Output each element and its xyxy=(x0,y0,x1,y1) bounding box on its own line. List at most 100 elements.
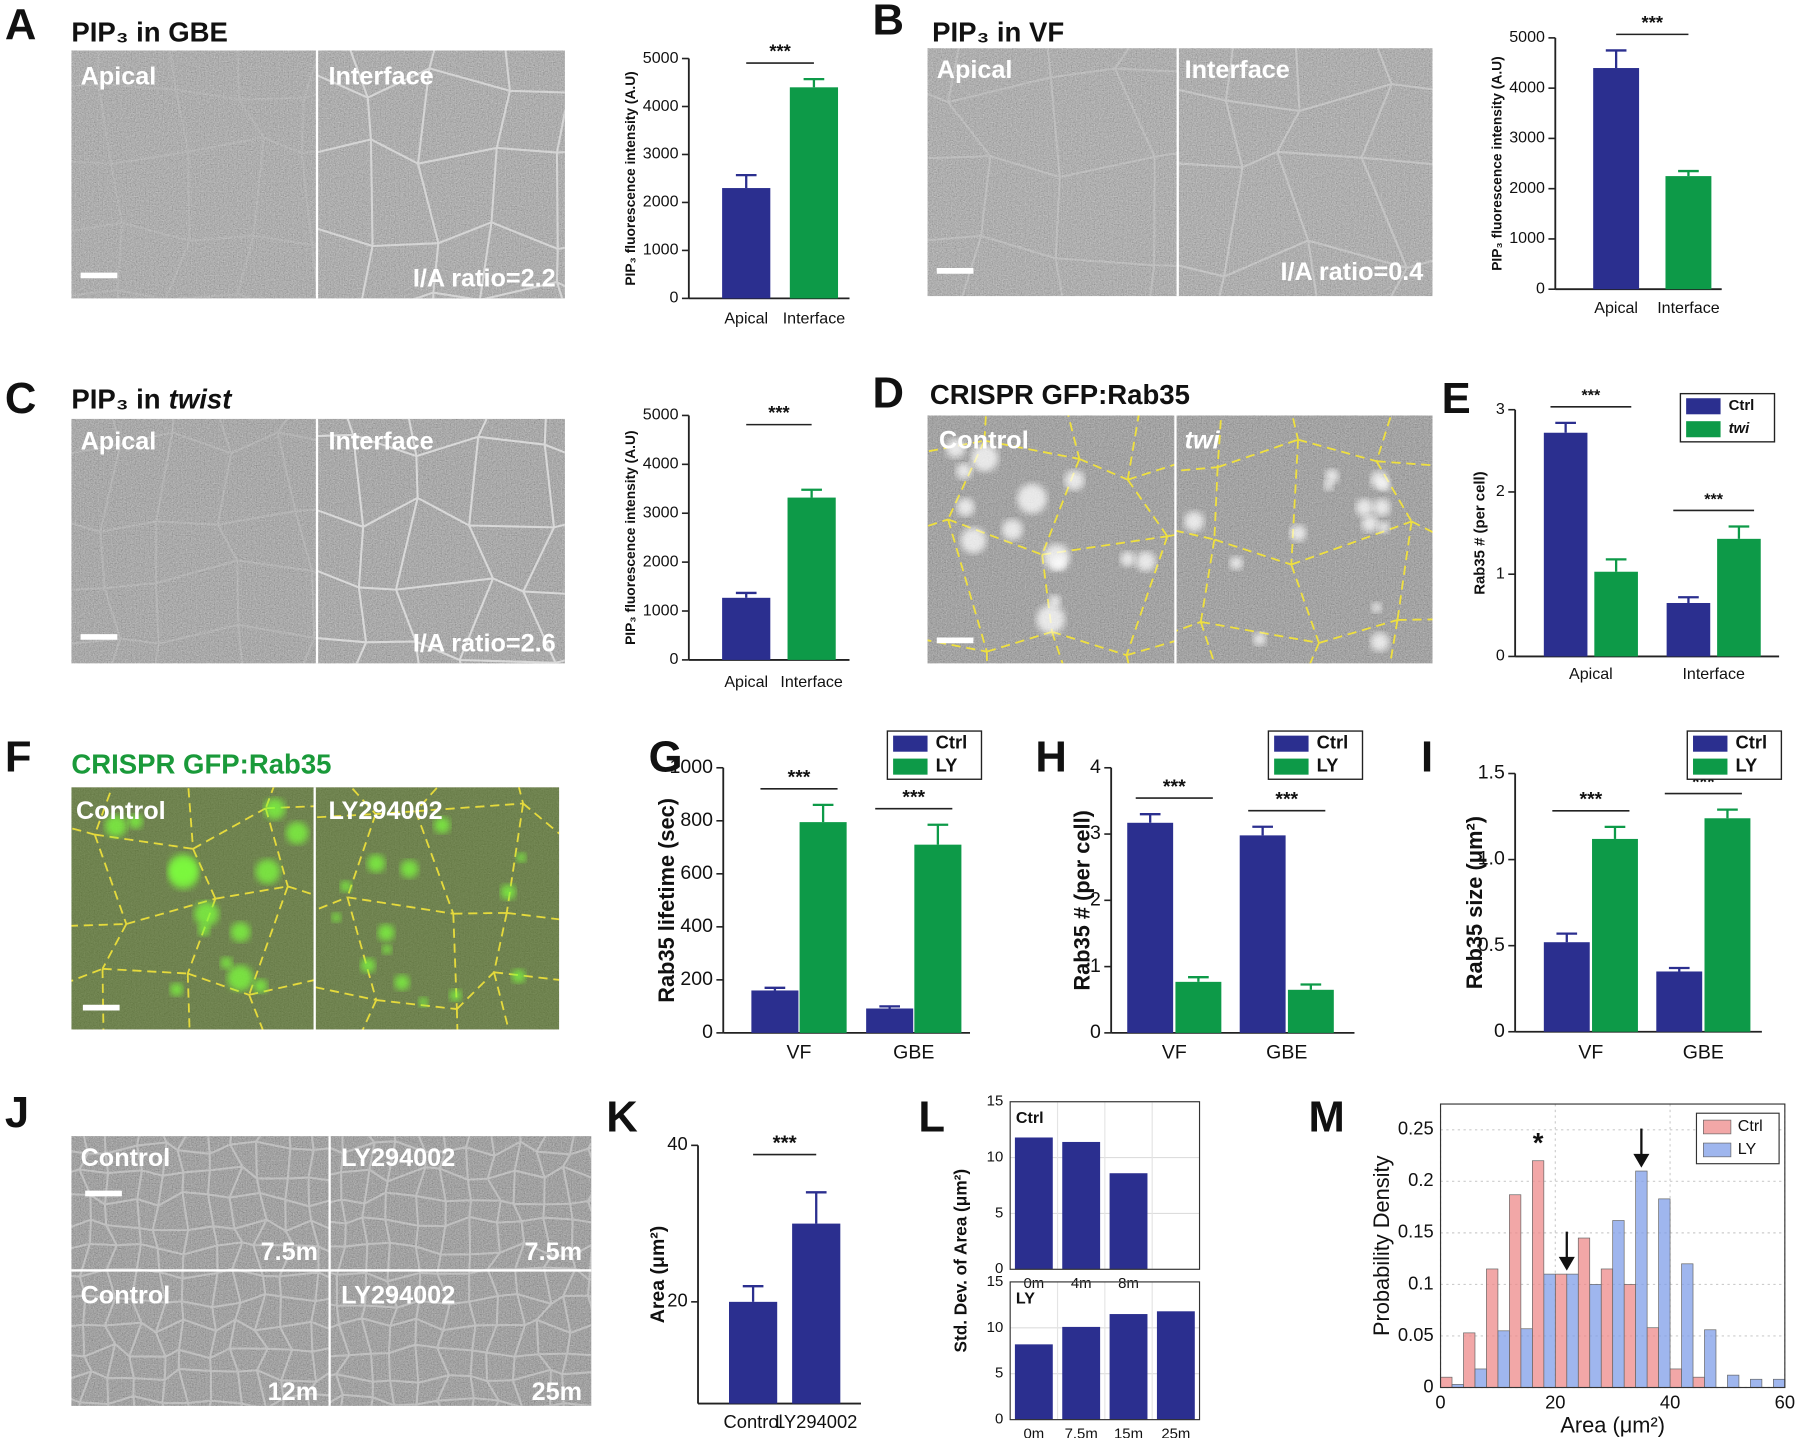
vesicle xyxy=(264,798,286,820)
vesicle xyxy=(971,444,999,472)
heading-text: PIP₃ in VF xyxy=(932,17,1064,48)
image-label: I/A ratio=0.4 xyxy=(1280,258,1423,286)
bar xyxy=(1665,176,1712,290)
vesicle xyxy=(1361,515,1379,533)
legend-swatch xyxy=(1274,758,1309,775)
y-tick-label: 0.15 xyxy=(1398,1221,1434,1242)
vesicle xyxy=(340,880,352,893)
panel-heading: PIP₃ in twist xyxy=(71,384,233,415)
y-axis-label: Std. Dev. of Area (μm²) xyxy=(951,1169,971,1353)
micrograph xyxy=(71,418,565,664)
vesicle xyxy=(331,912,342,923)
image-label: LY294002 xyxy=(328,797,442,825)
axes-box xyxy=(1009,1281,1201,1421)
legend-swatch xyxy=(893,758,928,775)
y-tick-label: 1.0 xyxy=(1478,848,1505,870)
image-label: 25m xyxy=(532,1378,583,1406)
bar xyxy=(1287,989,1334,1033)
bar xyxy=(729,1301,778,1404)
histogram-bar xyxy=(1554,1273,1568,1388)
legend-label: LY xyxy=(936,754,958,775)
image-label: Apical xyxy=(81,428,157,456)
image-label: Control xyxy=(81,1144,171,1172)
cell-outline xyxy=(71,1136,330,1406)
y-tick-label: 800 xyxy=(680,809,713,831)
significance-label: *** xyxy=(1582,387,1601,405)
histogram-bar xyxy=(1658,1198,1671,1388)
image-label: Control xyxy=(76,797,166,825)
legend-label: Ctrl xyxy=(936,732,968,753)
vesicle xyxy=(198,923,210,936)
y-tick-label: 3 xyxy=(1496,400,1505,418)
vesicle xyxy=(230,922,251,942)
cell-outline xyxy=(927,415,1176,664)
bar xyxy=(1717,538,1761,657)
legend-label: LY xyxy=(1735,754,1757,775)
y-tick-label: 0.1 xyxy=(1408,1272,1434,1293)
y-tick-label: 1000 xyxy=(1509,229,1545,247)
image-label: LY294002 xyxy=(341,1282,455,1310)
x-tick-label: VF xyxy=(787,1042,812,1064)
legend-swatch xyxy=(1693,758,1728,775)
bar xyxy=(787,497,836,660)
x-tick-label: VF xyxy=(1162,1042,1187,1064)
vesicle xyxy=(956,498,975,517)
bar xyxy=(1127,822,1174,1033)
bar xyxy=(1239,835,1286,1033)
annotation: * xyxy=(1533,1127,1544,1158)
bar xyxy=(1175,981,1222,1033)
y-axis-label: Rab35 # (per cell) xyxy=(1069,810,1094,991)
legend-swatch xyxy=(1703,1142,1732,1158)
y-tick-label: 1000 xyxy=(643,241,679,259)
vesicle xyxy=(511,969,526,983)
cell-outline xyxy=(71,418,317,664)
panel-letter: A xyxy=(5,1,37,49)
cell-outline xyxy=(71,50,317,299)
vesicle xyxy=(128,814,143,829)
y-tick-label: 0 xyxy=(995,1261,1003,1277)
y-tick-label: 0 xyxy=(670,650,679,668)
cell-outline xyxy=(316,418,565,664)
bar xyxy=(1656,971,1703,1032)
panel-heading: PIP₃ in GBE xyxy=(71,17,228,48)
micrograph xyxy=(927,415,1433,664)
y-tick-label: 15 xyxy=(987,1274,1004,1290)
vesicle xyxy=(1135,551,1156,572)
panel-letter: H xyxy=(1035,733,1067,781)
arrow-head xyxy=(1633,1153,1650,1168)
vesicle xyxy=(1377,521,1390,534)
vesicle xyxy=(1001,519,1023,541)
x-tick-label: 8m xyxy=(1118,1276,1139,1292)
histogram-bar xyxy=(1635,1170,1648,1388)
vesicle xyxy=(227,965,253,991)
y-tick-label: 3000 xyxy=(1509,129,1545,147)
histogram-bar xyxy=(1612,1220,1625,1388)
bar xyxy=(1593,68,1640,290)
vesicle xyxy=(253,979,268,993)
x-tick-label: Interface xyxy=(1682,665,1745,683)
axes-box xyxy=(1009,1101,1201,1270)
image-label: I/A ratio=2.6 xyxy=(413,630,556,658)
cell-outline xyxy=(1175,415,1433,664)
y-tick-label: 1 xyxy=(1496,564,1505,582)
panel-letter: J xyxy=(5,1089,29,1137)
bar xyxy=(1014,1137,1053,1270)
y-tick-label: 0 xyxy=(995,1412,1003,1428)
vesicle xyxy=(1120,551,1136,567)
x-tick-label: Apical xyxy=(724,673,768,691)
image-label: Interface xyxy=(328,428,433,456)
heading-text: CRISPR GFP:Rab35 xyxy=(930,379,1190,410)
y-axis-label: Area (μm²) xyxy=(647,1226,669,1324)
y-tick-label: 5000 xyxy=(643,406,679,424)
significance-label: *** xyxy=(788,767,811,789)
significance-label: *** xyxy=(902,787,925,809)
vesicle xyxy=(367,854,386,873)
vesicle xyxy=(500,884,516,900)
vesicle xyxy=(1324,469,1339,484)
panel-letter: D xyxy=(872,369,904,417)
vesicle xyxy=(960,527,987,554)
histogram-bar xyxy=(1440,1376,1453,1388)
y-tick-label: 2 xyxy=(1090,888,1101,910)
y-tick-label: 2000 xyxy=(1509,179,1545,197)
y-tick-label: 1000 xyxy=(643,601,679,619)
